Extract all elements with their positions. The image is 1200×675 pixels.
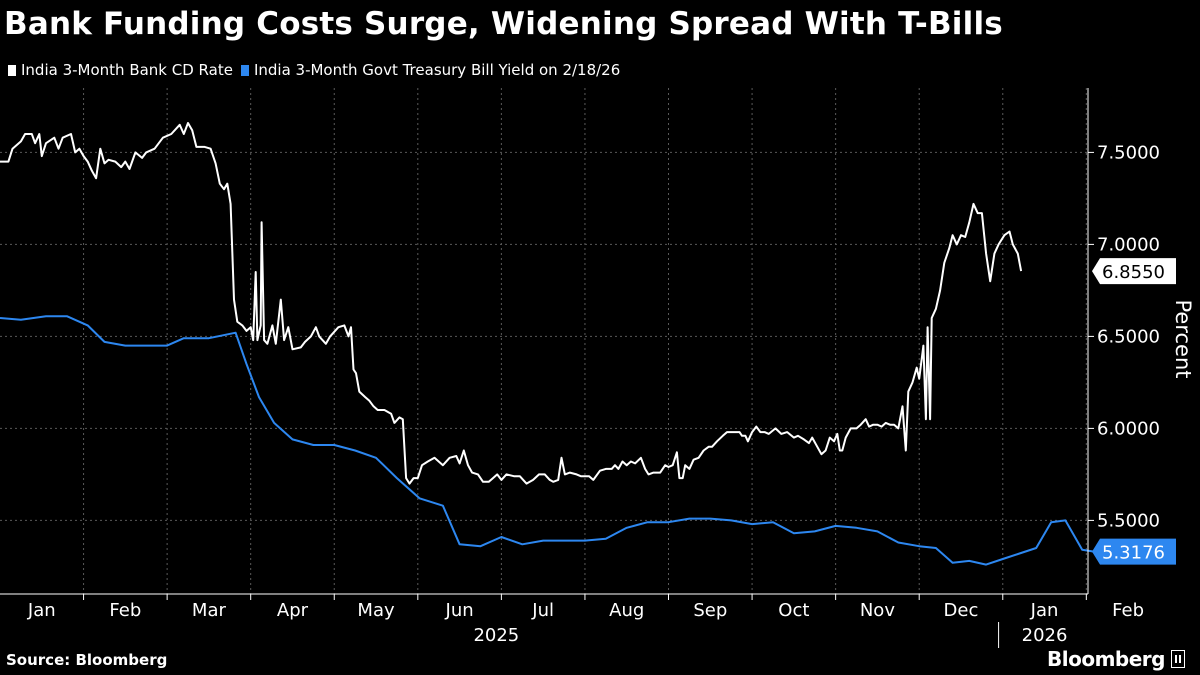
y-tick-label: 5.5000 — [1097, 510, 1160, 531]
x-tick-label: Oct — [778, 600, 809, 621]
legend-swatch-tbill — [240, 64, 249, 76]
source-note: Source: Bloomberg — [6, 651, 168, 669]
x-tick-label: Feb — [1112, 600, 1144, 621]
grid-lines — [0, 88, 1088, 594]
cd-rate-line — [0, 122, 1023, 485]
legend-label-tbill: India 3-Month Govt Treasury Bill Yield o… — [253, 61, 621, 79]
bloomberg-logo: Bloomberg — [1047, 647, 1185, 671]
y-tick-label: 6.0000 — [1097, 418, 1160, 439]
logo-wordmark: Bloomberg — [1047, 647, 1165, 671]
x-tick-label: Dec — [944, 600, 979, 621]
x-tick-label: Mar — [192, 600, 227, 621]
x-tick-label: Jan — [1030, 600, 1059, 621]
legend: India 3-Month Bank CD Rate India 3-Month… — [8, 60, 628, 80]
year-label: 2026 — [1022, 625, 1068, 646]
badge-background — [1092, 258, 1176, 285]
axes: 5.5000 6.0000 6.5000 7.0000 7.5000 Jan Feb Mar A… — [0, 88, 1195, 648]
y-tick-label: 7.5000 — [1097, 142, 1160, 163]
x-tick-label: Jul — [531, 600, 554, 621]
badge-value: 6.8550 — [1102, 262, 1165, 283]
legend-swatch-cd-rate — [8, 64, 16, 76]
legend-item-tbill: India 3-Month Govt Treasury Bill Yield o… — [240, 61, 621, 79]
y-tick-label: 6.5000 — [1097, 326, 1160, 347]
legend-item-cd-rate: India 3-Month Bank CD Rate — [8, 61, 233, 79]
bar-chart-icon — [1170, 650, 1185, 668]
x-tick-label: Nov — [860, 600, 895, 621]
x-tick-label: May — [357, 600, 395, 621]
x-tick-label: Jun — [445, 600, 474, 621]
series-lines — [0, 122, 1112, 566]
page-title: Bank Funding Costs Surge, Widening Sprea… — [4, 6, 1003, 42]
last-value-badges: 6.8550 5.3176 — [1092, 258, 1176, 565]
tbill-last-value-badge: 5.3176 — [1092, 538, 1176, 565]
badge-background — [1092, 538, 1176, 565]
x-tick-label: Sep — [693, 600, 727, 621]
year-label: 2025 — [473, 625, 519, 646]
x-tick-label: Jan — [27, 600, 56, 621]
tbill-yield-line — [0, 315, 1112, 566]
badge-value: 5.3176 — [1102, 543, 1165, 564]
x-tick-label: Apr — [277, 600, 309, 621]
y-axis-title: Percent — [1171, 299, 1195, 378]
y-tick-label: 7.0000 — [1097, 234, 1160, 255]
x-tick-label: Aug — [609, 600, 644, 621]
cd-rate-last-value-badge: 6.8550 — [1092, 258, 1176, 285]
x-tick-label: Feb — [109, 600, 141, 621]
legend-label-cd-rate: India 3-Month Bank CD Rate — [21, 61, 233, 79]
